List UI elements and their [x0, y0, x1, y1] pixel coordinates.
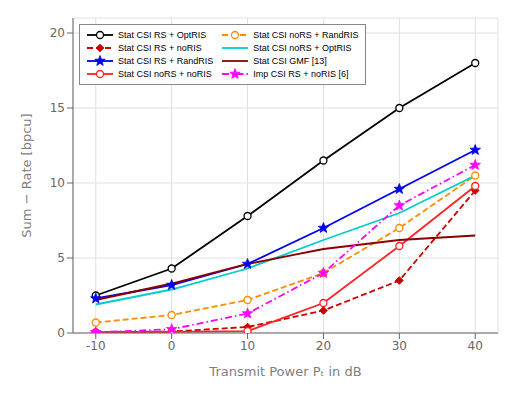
svg-text:10: 10	[240, 339, 255, 353]
svg-text:Sum − Rate [bpcu]: Sum − Rate [bpcu]	[19, 113, 34, 237]
html-text:Stat CSI RS + noRIS: Stat CSI RS + noRIS	[118, 43, 202, 53]
svg-text:0: 0	[168, 339, 176, 353]
svg-text:Transmit Power Pₜ in dB: Transmit Power Pₜ in dB	[208, 364, 361, 379]
svg-text:10: 10	[50, 176, 65, 190]
html-text:Stat CSI RS + RandRIS: Stat CSI RS + RandRIS	[118, 56, 214, 66]
svg-text:30: 30	[392, 339, 407, 353]
svg-text:-10: -10	[86, 339, 106, 353]
svg-text:15: 15	[50, 101, 65, 115]
svg-text:5: 5	[57, 251, 65, 265]
svg-text:0: 0	[57, 326, 65, 340]
svg-text:20: 20	[316, 339, 331, 353]
html-text:Imp CSI RS + noRIS [6]: Imp CSI RS + noRIS [6]	[253, 69, 349, 79]
html-text:Stat CSI noRS + noRIS: Stat CSI noRS + noRIS	[118, 69, 212, 79]
html-text:Stat CSI noRS + OptRIS: Stat CSI noRS + OptRIS	[253, 43, 352, 53]
html-text:Stat CSI GMF [13]: Stat CSI GMF [13]	[253, 56, 327, 66]
html-text:Stat CSI noRS + RandRIS: Stat CSI noRS + RandRIS	[253, 30, 359, 40]
svg-text:40: 40	[468, 339, 483, 353]
svg-text:20: 20	[50, 26, 65, 40]
html-text:Stat CSI RS + OptRIS: Stat CSI RS + OptRIS	[118, 30, 207, 40]
